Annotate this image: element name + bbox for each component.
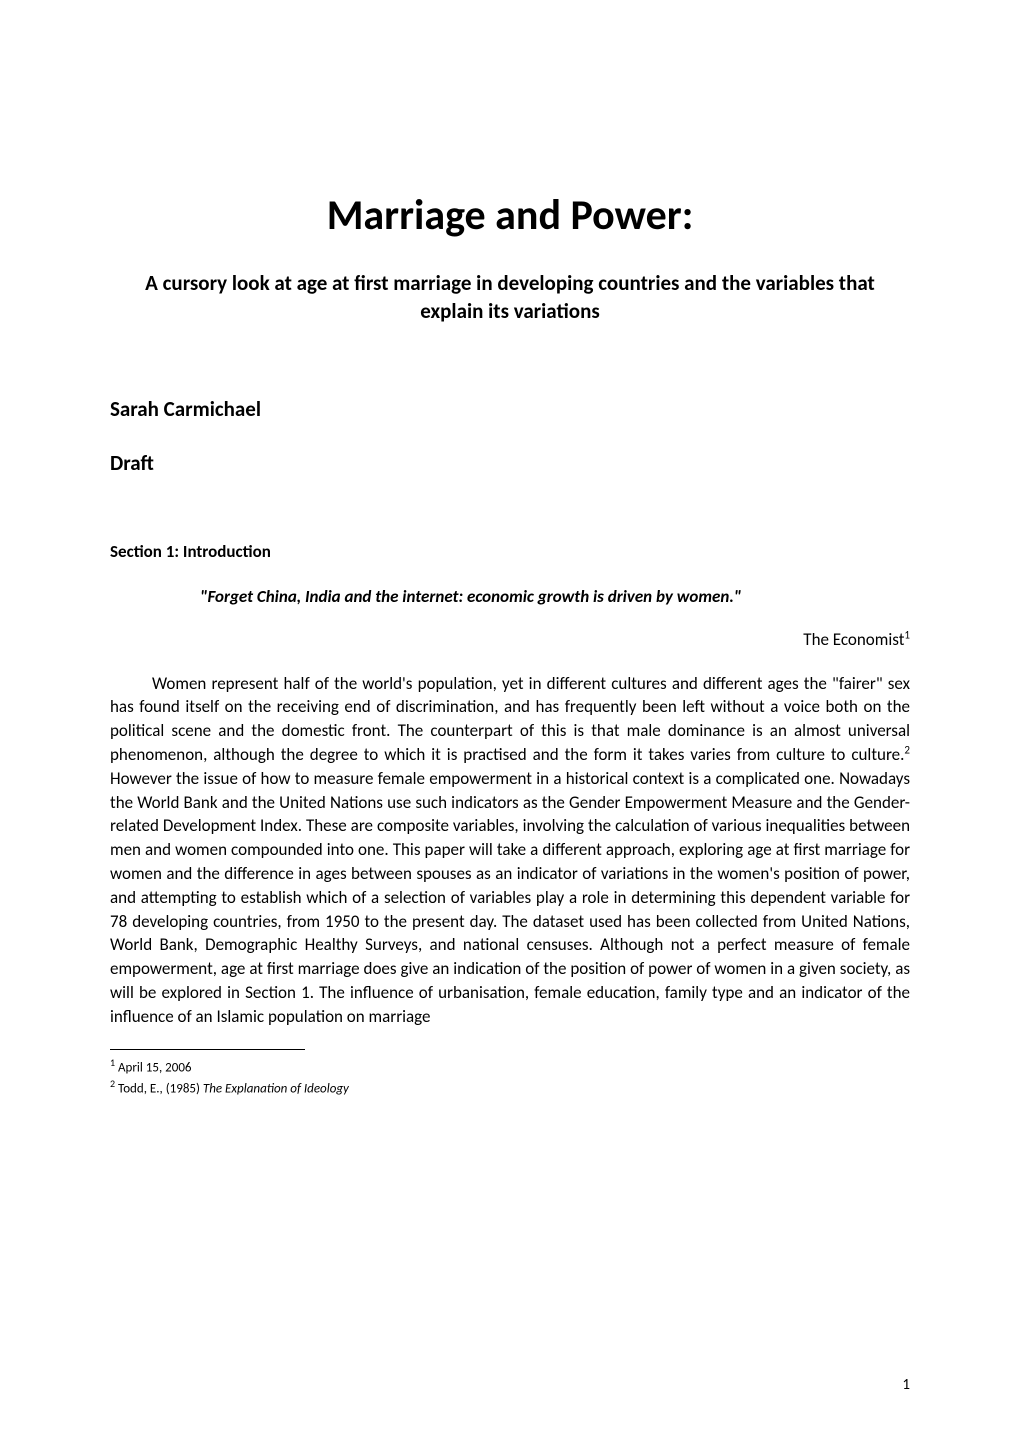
footnote-2: 2 Todd, E., (1985) The Explanation of Id…	[110, 1077, 910, 1098]
footnote-ref-1: 1	[904, 628, 910, 641]
section-heading: Section 1: Introduction	[110, 541, 910, 562]
page-number: 1	[902, 1376, 910, 1394]
body-text-pre: Women represent half of the world's popu…	[110, 673, 910, 765]
footnote-text-italic: The Explanation of Ideology	[203, 1081, 349, 1096]
epigraph-attribution: The Economist1	[110, 629, 910, 650]
author-name: Sarah Carmichael	[110, 396, 910, 422]
page-title: Marriage and Power:	[110, 190, 910, 241]
body-paragraph: Women represent half of the world's popu…	[110, 672, 910, 1029]
footnote-separator	[110, 1049, 305, 1050]
attribution-text: The Economist	[803, 629, 904, 650]
footnote-text-pre: Todd, E., (1985)	[115, 1081, 203, 1096]
footnote-text: April 15, 2006	[115, 1060, 191, 1075]
body-text-post: However the issue of how to measure fema…	[110, 768, 910, 1027]
subtitle: A cursory look at age at first marriage …	[110, 269, 910, 326]
footnote-1: 1 April 15, 2006	[110, 1056, 910, 1077]
epigraph-quote: "Forget China, India and the internet: e…	[200, 586, 910, 607]
footnote-ref-2: 2	[904, 743, 910, 756]
draft-label: Draft	[110, 450, 910, 476]
